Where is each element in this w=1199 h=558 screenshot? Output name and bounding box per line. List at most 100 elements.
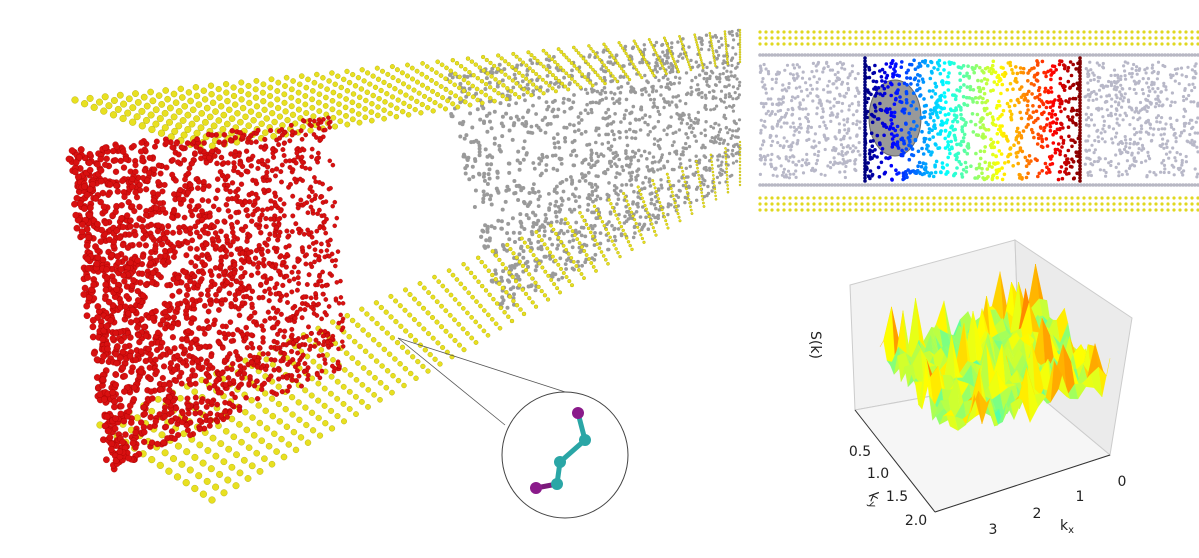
water-atom	[276, 376, 282, 382]
wall-atom	[275, 400, 283, 408]
wall-atom	[149, 97, 157, 105]
wall-atom	[758, 30, 762, 34]
water-atom	[206, 422, 213, 429]
water-atom	[254, 378, 260, 384]
wall-atom	[541, 64, 546, 69]
wall-atom	[414, 98, 420, 105]
water-atom	[317, 207, 322, 213]
wall-atom	[523, 268, 529, 273]
solvent-atom	[713, 107, 717, 111]
wall-atom	[258, 437, 266, 445]
wall-atom	[314, 71, 320, 78]
solvent-atom	[691, 172, 695, 176]
wall-atom	[95, 98, 103, 106]
water-atom	[167, 348, 174, 356]
wall-atom	[553, 75, 558, 80]
water-atom	[249, 190, 255, 196]
solvent-atom	[675, 105, 679, 109]
water-atom	[260, 260, 266, 267]
wall-atom	[507, 75, 512, 80]
solvent-atom	[655, 70, 659, 74]
wall-atom	[457, 96, 463, 102]
water-atom	[221, 141, 227, 148]
solvent-atom	[734, 97, 739, 101]
solvent-atom	[607, 181, 611, 185]
water-atom	[228, 303, 235, 310]
solvent-atom	[573, 228, 578, 233]
wall-atom	[524, 76, 529, 81]
water-atom	[221, 357, 228, 364]
water-atom	[238, 181, 245, 187]
wall-atom	[629, 59, 633, 64]
water-atom	[147, 414, 154, 421]
wall-atom	[170, 113, 178, 121]
wall-atom	[724, 45, 728, 48]
wall-atom	[680, 42, 684, 46]
wall-atom	[506, 62, 511, 67]
wall-atom	[276, 113, 284, 120]
wall-atom	[529, 53, 534, 58]
wall-atom	[499, 69, 504, 74]
water-atom	[206, 183, 212, 189]
solvent-atom	[658, 112, 662, 117]
solvent-atom	[611, 62, 615, 66]
water-atom	[340, 339, 345, 344]
wall-atom	[497, 281, 502, 286]
wall-atom	[355, 102, 362, 109]
water-atom	[256, 225, 262, 231]
wall-atom	[712, 177, 716, 181]
water-atom	[270, 154, 277, 160]
wall-atom	[349, 107, 356, 114]
wall-atom	[571, 259, 576, 264]
water-atom	[229, 180, 236, 186]
solvent-atom	[638, 60, 642, 65]
wall-atom	[668, 183, 672, 187]
wall-atom	[578, 85, 583, 90]
wall-atom	[650, 43, 654, 47]
wall-atom	[297, 434, 305, 441]
solvent-atom	[656, 213, 661, 218]
water-atom	[264, 242, 270, 248]
wall-atom	[539, 289, 544, 294]
wall-atom	[256, 419, 263, 427]
solvent-atom	[656, 139, 660, 143]
solvent-atom	[500, 134, 505, 139]
water-atom	[168, 417, 175, 425]
water-atom	[305, 210, 311, 216]
solvent-atom	[592, 223, 597, 228]
solvent-atom	[489, 126, 494, 131]
solvent-atom	[682, 113, 686, 117]
wall-atom	[479, 100, 485, 106]
solvent-atom	[684, 146, 689, 151]
wall-atom	[461, 77, 467, 83]
wall-atom	[561, 68, 566, 73]
solvent-atom	[602, 48, 606, 53]
water-atom	[184, 273, 191, 280]
wall-atom	[636, 225, 640, 229]
wall-atom	[660, 208, 664, 212]
wall-atom	[682, 176, 686, 180]
wall-atom	[634, 42, 638, 46]
wall-atom	[267, 84, 274, 91]
wall-atom	[274, 96, 281, 103]
water-atom	[280, 282, 286, 288]
water-atom	[301, 294, 307, 300]
water-atom	[299, 159, 305, 165]
solvent-atom	[561, 189, 566, 194]
wall-atom	[228, 463, 236, 471]
wall-atom	[448, 333, 454, 339]
wall-atom	[665, 222, 669, 226]
water-atom	[150, 269, 157, 276]
solvent-atom	[737, 93, 742, 97]
water-atom	[263, 224, 269, 230]
water-atom	[89, 333, 97, 341]
solvent-atom	[528, 241, 533, 246]
solvent-atom	[735, 135, 739, 139]
water-atom	[157, 170, 164, 177]
wall-atom	[280, 453, 288, 461]
solvent-atom	[637, 117, 642, 122]
wall-atom	[285, 441, 292, 448]
solvent-atom	[717, 123, 721, 127]
solvent-atom	[594, 216, 599, 221]
water-atom	[127, 223, 134, 230]
